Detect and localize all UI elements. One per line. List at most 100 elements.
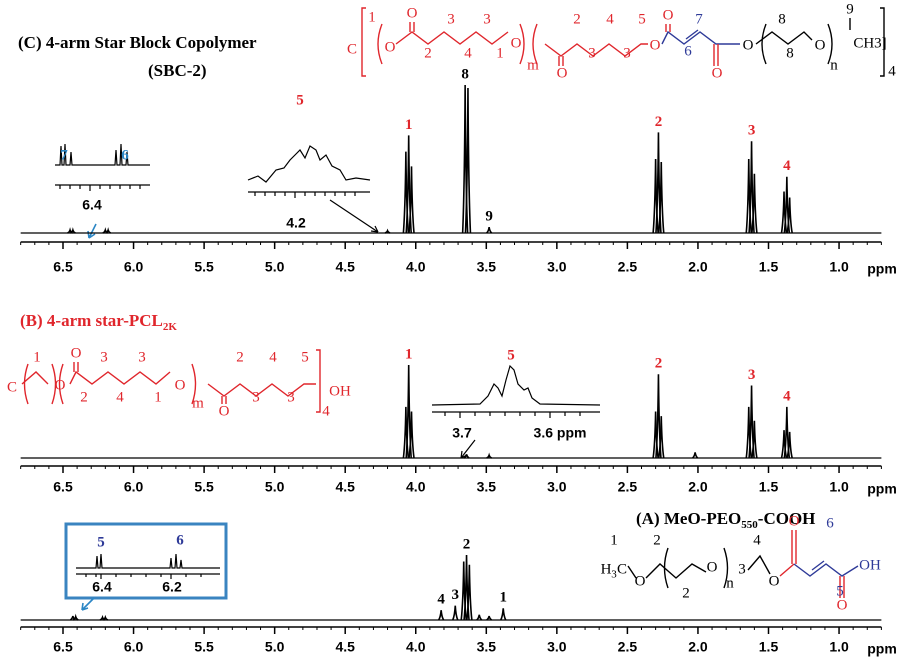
- x-tick-label: 6.0: [124, 259, 144, 275]
- peak: [384, 228, 391, 234]
- peak: [452, 605, 459, 621]
- structure-label: 3: [483, 11, 491, 27]
- inset-tick-label: 3.7: [452, 425, 472, 441]
- structure-label: 9: [846, 1, 854, 17]
- structure-label: C: [7, 379, 17, 395]
- structure-label: O: [635, 573, 646, 589]
- x-axis-label: ppm: [867, 641, 897, 657]
- peak-label: 2: [655, 114, 663, 130]
- peak-label: 9: [485, 209, 493, 225]
- x-tick-label: 2.5: [618, 259, 638, 275]
- peak: [105, 227, 112, 234]
- x-tick-label: 4.0: [406, 479, 426, 495]
- structure-label: O: [219, 403, 230, 419]
- structure-label: 3: [252, 389, 260, 405]
- inset-peak-label: 6: [176, 532, 184, 548]
- structure-label: 3: [138, 349, 146, 365]
- x-tick-label: 1.0: [829, 259, 849, 275]
- inset-tick-label: 6.4: [82, 197, 102, 213]
- peak: [464, 87, 472, 234]
- panel-title: (C) 4-arm Star Block Copolymer: [18, 33, 257, 52]
- title-text-end: -COOH: [758, 509, 816, 528]
- inset-tick-label: 3.6 ppm: [534, 425, 587, 441]
- peak-label: 3: [452, 587, 460, 603]
- x-tick-label: 2.0: [688, 479, 708, 495]
- peak: [692, 452, 699, 459]
- panel-subtitle: (SBC-2): [148, 61, 207, 80]
- x-tick-label: 6.0: [124, 639, 144, 655]
- x-tick-label: 6.5: [53, 639, 73, 655]
- inset-tick-label: 6.2: [162, 579, 182, 595]
- structure-label: O: [663, 7, 674, 23]
- x-tick-label: 5.5: [194, 259, 214, 275]
- structure-label: 7: [695, 11, 703, 27]
- peak: [463, 454, 470, 459]
- structure-label: H: [601, 561, 612, 577]
- peak-label: 4: [783, 158, 791, 174]
- structure-label: O: [71, 345, 82, 361]
- structure-label: C: [617, 561, 627, 577]
- peak: [751, 420, 758, 459]
- structure-label: O: [712, 65, 723, 81]
- inset-tick-label: 6.4: [92, 579, 112, 595]
- x-tick-label: 5.0: [265, 479, 285, 495]
- peak: [657, 161, 665, 234]
- structure-label: O: [707, 559, 718, 575]
- x-tick-label: 2.0: [688, 259, 708, 275]
- structure-label: O: [557, 65, 568, 81]
- x-tick-label: 6.5: [53, 479, 73, 495]
- structure-c-bonds: [361, 7, 885, 77]
- structure-label: O: [511, 35, 522, 51]
- structure-b-bonds: [21, 349, 321, 413]
- peak: [751, 173, 758, 234]
- structure-label: 2: [80, 389, 88, 405]
- x-tick-label: 1.5: [759, 259, 779, 275]
- peak-label: 2: [463, 536, 471, 552]
- x-tick-label: 4.0: [406, 259, 426, 275]
- structure-label: 2: [424, 45, 432, 61]
- x-tick-label: 4.5: [335, 259, 355, 275]
- structure-label: 5: [836, 583, 844, 599]
- peak-label: 1: [499, 590, 507, 606]
- structure-label: 4: [606, 11, 614, 27]
- structure-label: 3: [447, 11, 455, 27]
- structure-label: O: [743, 37, 754, 53]
- inset-peak-label: 5: [507, 347, 515, 363]
- title-text: (A) MeO-PEO: [636, 509, 741, 528]
- structure-label: 2: [653, 532, 661, 548]
- structure-label: 8: [778, 11, 786, 27]
- peak: [486, 226, 493, 234]
- x-tick-label: 3.0: [547, 479, 567, 495]
- peak: [486, 615, 493, 621]
- peak: [466, 564, 473, 621]
- inset-peak-label: 7: [60, 147, 68, 163]
- peak: [437, 610, 445, 621]
- peak: [786, 431, 793, 459]
- panel-title: (A) MeO-PEO550-COOH: [636, 509, 815, 531]
- structure-label: 6: [684, 43, 692, 59]
- structure-label: 4: [464, 45, 472, 61]
- peak: [408, 411, 415, 459]
- structure-label: O: [385, 39, 396, 55]
- title-text: (C) 4-arm Star Block Copolymer: [18, 33, 257, 52]
- x-tick-label: 5.0: [265, 259, 285, 275]
- x-tick-label: 2.0: [688, 639, 708, 655]
- peak: [72, 613, 79, 621]
- structure-label: n: [830, 57, 838, 73]
- peak-label: 3: [748, 123, 756, 139]
- x-tick-label: 3.5: [477, 259, 497, 275]
- structure-label: O: [55, 377, 66, 393]
- inset-peak-label: 5: [97, 534, 105, 550]
- x-tick-label: 4.5: [335, 479, 355, 495]
- inset-peak-label: 6: [121, 147, 129, 163]
- x-tick-label: 3.5: [477, 639, 497, 655]
- peak-label: 2: [655, 356, 663, 372]
- peak: [408, 166, 415, 234]
- inset-tick-label: 4.2: [286, 215, 306, 231]
- structure-label: 2: [573, 11, 581, 27]
- peak-label: 4: [783, 388, 791, 404]
- structure-label: OH: [329, 383, 351, 399]
- x-tick-label: 1.0: [829, 479, 849, 495]
- title-subscript: 2K: [163, 321, 178, 333]
